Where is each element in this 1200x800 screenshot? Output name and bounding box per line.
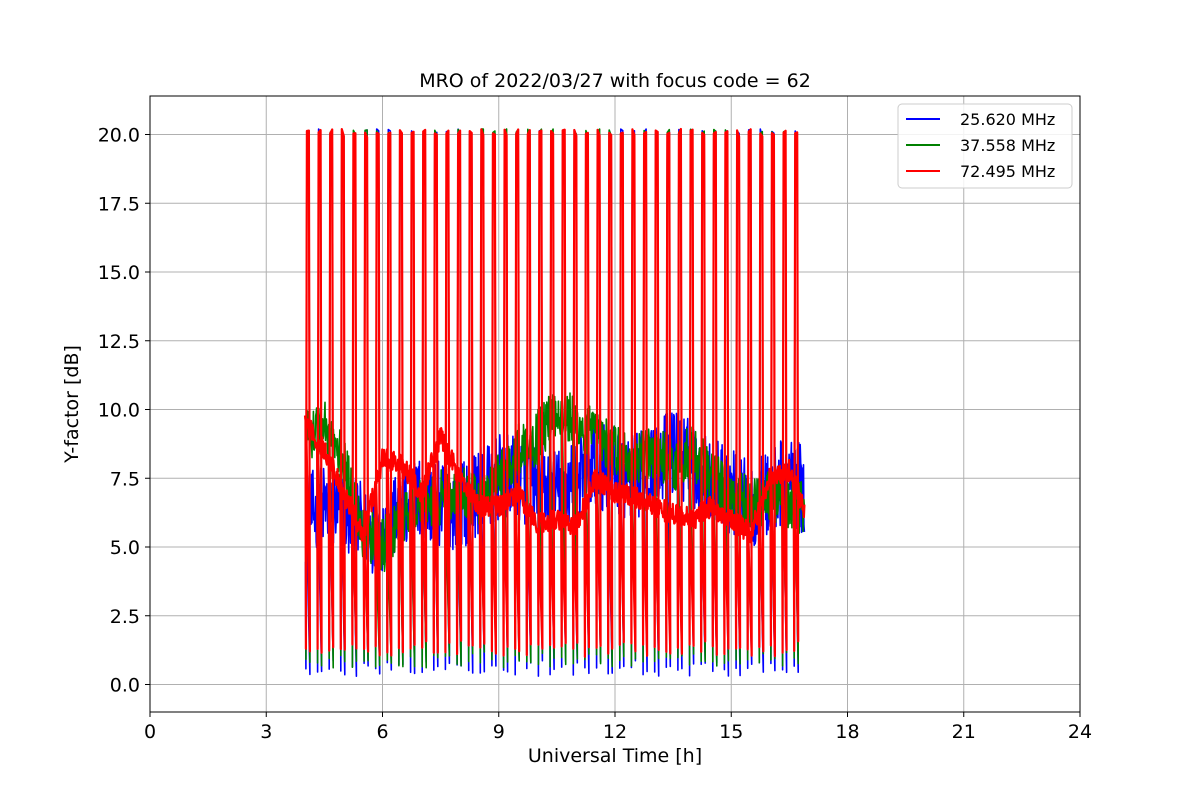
x-tick-label: 24 — [1068, 721, 1092, 743]
y-tick-label: 12.5 — [98, 331, 140, 353]
x-tick-label: 3 — [260, 721, 272, 743]
x-tick-label: 0 — [144, 721, 156, 743]
x-tick-label: 18 — [835, 721, 859, 743]
legend-label: 37.558 MHz — [960, 136, 1055, 155]
y-tick-label: 2.5 — [110, 606, 140, 628]
y-tick-label: 15.0 — [98, 262, 140, 284]
legend-label: 72.495 MHz — [960, 162, 1055, 181]
y-tick-label: 7.5 — [110, 468, 140, 490]
chart-title: MRO of 2022/03/27 with focus code = 62 — [419, 70, 811, 92]
series-layer — [303, 127, 806, 677]
legend: 25.620 MHz 37.558 MHz 72.495 MHz — [897, 103, 1073, 189]
series-line-2 — [303, 127, 806, 658]
ticks: 0 3 6 9 12 15 18 21 24 0.0 2.5 5.0 7.5 10.0 12.5 15.0 17… — [98, 125, 1092, 744]
x-axis-label: Universal Time [h] — [528, 745, 702, 767]
x-tick-label: 12 — [603, 721, 627, 743]
y-tick-label: 10.0 — [98, 400, 140, 422]
x-tick-label: 21 — [952, 721, 976, 743]
legend-box — [897, 103, 1073, 189]
y-tick-label: 20.0 — [98, 125, 140, 147]
x-tick-label: 6 — [376, 721, 388, 743]
x-tick-label: 9 — [493, 721, 505, 743]
y-tick-label: 17.5 — [98, 193, 140, 215]
x-tick-label: 15 — [719, 721, 743, 743]
y-tick-label: 0.0 — [110, 675, 140, 697]
legend-label: 25.620 MHz — [960, 110, 1055, 129]
y-tick-label: 5.0 — [110, 537, 140, 559]
y-axis-label: Y-factor [dB] — [61, 345, 83, 464]
